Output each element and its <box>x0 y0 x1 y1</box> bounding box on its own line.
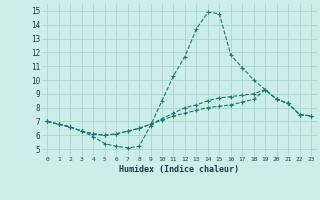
X-axis label: Humidex (Indice chaleur): Humidex (Indice chaleur) <box>119 165 239 174</box>
